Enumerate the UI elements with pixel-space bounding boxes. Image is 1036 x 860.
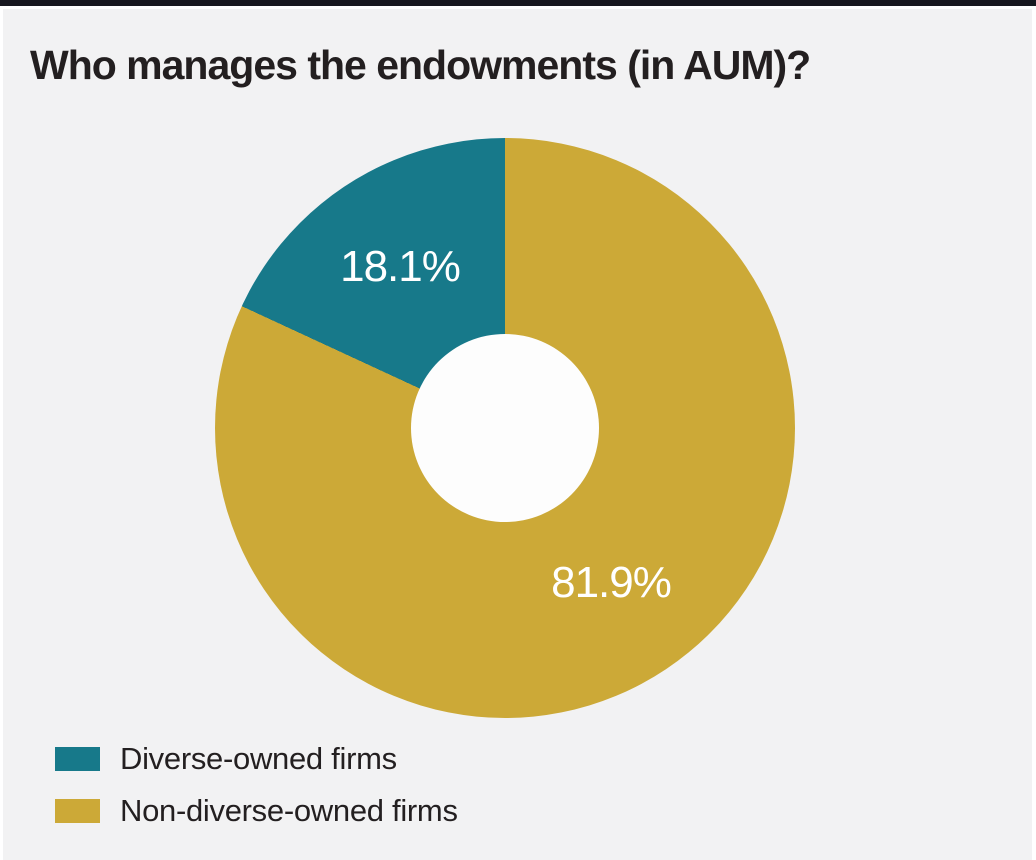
legend-item-non-diverse-owned: Non-diverse-owned firms bbox=[55, 793, 458, 828]
top-accent-bar bbox=[0, 0, 1036, 6]
data-label-non-diverse-owned: 81.9% bbox=[551, 558, 672, 607]
donut-chart bbox=[215, 138, 795, 718]
legend-item-diverse-owned: Diverse-owned firms bbox=[55, 741, 397, 776]
donut-hole bbox=[411, 334, 599, 522]
chart-title: Who manages the endowments (in AUM)? bbox=[30, 42, 811, 88]
legend-label-non-diverse-owned: Non-diverse-owned firms bbox=[120, 793, 458, 828]
legend-swatch-non-diverse-owned bbox=[55, 799, 100, 823]
legend-label-diverse-owned: Diverse-owned firms bbox=[120, 741, 397, 776]
data-label-diverse-owned: 18.1% bbox=[340, 242, 461, 291]
legend-swatch-diverse-owned bbox=[55, 747, 100, 771]
